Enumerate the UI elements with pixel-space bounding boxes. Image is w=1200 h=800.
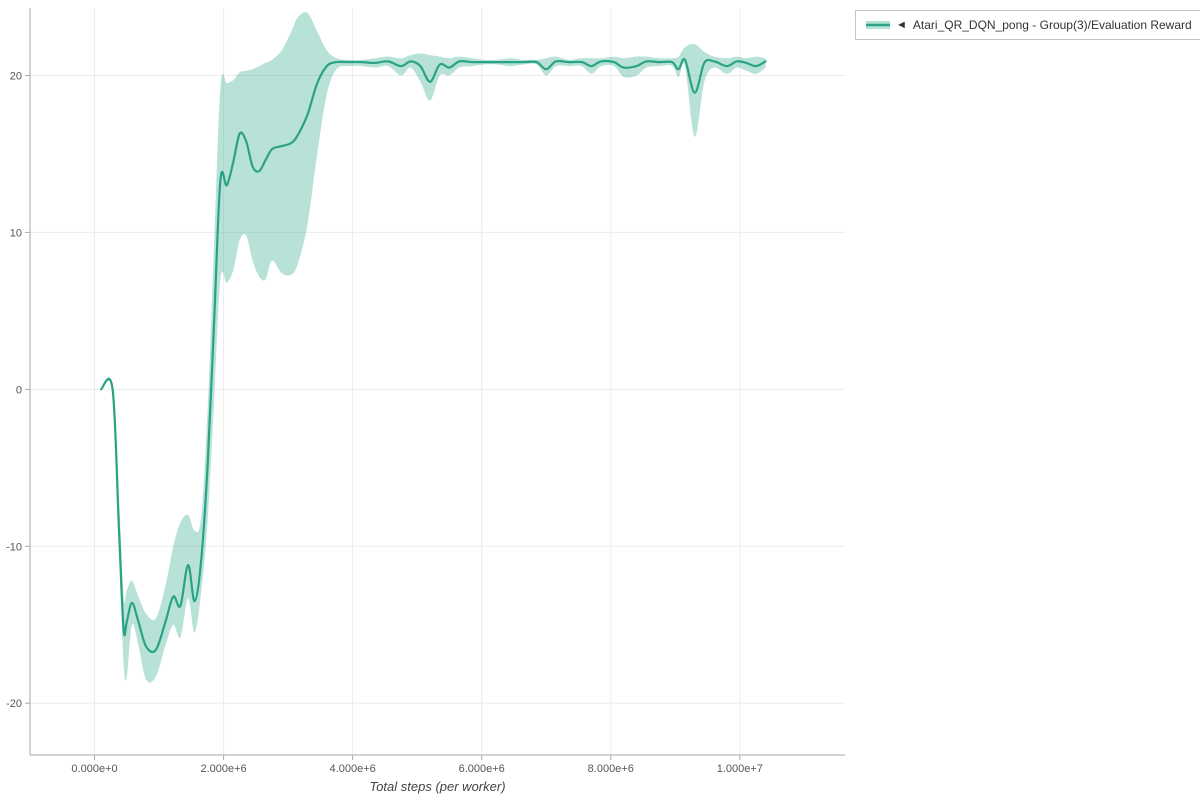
y-tick-label: -20	[6, 698, 22, 710]
x-axis-label: Total steps (per worker)	[369, 779, 506, 794]
legend-toggle-icon[interactable]: ◄	[896, 19, 907, 31]
x-tick-label: 2.000e+6	[200, 763, 246, 775]
legend: ◄ Atari_QR_DQN_pong - Group(3)/Evaluatio…	[855, 10, 1200, 40]
x-tick-label: 1.000e+7	[717, 763, 763, 775]
series-line-icon	[866, 18, 890, 32]
series-mean-line	[99, 57, 767, 654]
x-tick-label: 8.000e+6	[588, 763, 634, 775]
plot-area[interactable]: 0.000e+0 2.000e+6 4.000e+6 6.000e+6 8.000e+6…	[0, 0, 860, 800]
y-tick-label: -10	[6, 541, 22, 553]
x-tick-label: 0.000e+0	[71, 763, 117, 775]
x-tick-label: 4.000e+6	[330, 763, 376, 775]
y-tick-label: 20	[10, 70, 22, 82]
y-tick-label: 10	[10, 227, 22, 239]
legend-item[interactable]: ◄ Atari_QR_DQN_pong - Group(3)/Evaluatio…	[866, 18, 1192, 32]
legend-series-label: Atari_QR_DQN_pong - Group(3)/Evaluation …	[912, 18, 1192, 32]
x-tick-label: 6.000e+6	[459, 763, 505, 775]
series-band	[101, 12, 766, 683]
y-tick-label: 0	[16, 384, 22, 396]
